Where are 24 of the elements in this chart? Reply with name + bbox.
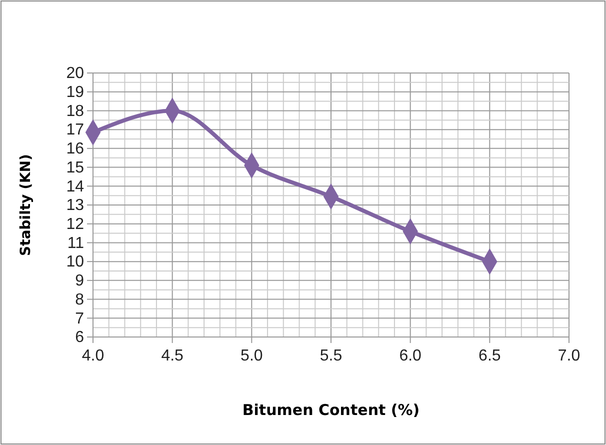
- x-tick-label: 6.0: [399, 347, 422, 364]
- y-tick-label: 11: [67, 234, 84, 252]
- x-tick-label: 6.5: [478, 347, 501, 364]
- y-tick-label: 12: [66, 216, 84, 233]
- y-tick-label: 19: [66, 84, 84, 101]
- x-axis-title: Bitumen Content (%): [242, 401, 420, 419]
- x-tick-label: 7.0: [558, 347, 580, 364]
- x-tick-label: 4.0: [82, 347, 104, 364]
- y-tick-label: 17: [66, 122, 84, 139]
- y-tick-label: 10: [66, 254, 84, 271]
- y-tick-label: 8: [75, 291, 84, 308]
- y-tick-label: 7: [75, 310, 84, 328]
- x-tick-label: 5.5: [320, 347, 342, 364]
- y-tick-label: 9: [75, 272, 84, 290]
- y-tick-label: 6: [75, 329, 84, 346]
- y-tick-label: 15: [66, 159, 84, 176]
- x-tick-label: 5.0: [240, 347, 263, 364]
- y-tick-label: 14: [66, 178, 84, 196]
- y-tick-label: 18: [66, 102, 84, 120]
- y-tick-label: 16: [66, 140, 84, 158]
- y-axis-title: Stabilty (KN): [18, 154, 34, 256]
- y-tick-label: 13: [66, 197, 84, 214]
- y-tick-label: 20: [66, 65, 84, 82]
- x-tick-label: 4.5: [161, 347, 184, 364]
